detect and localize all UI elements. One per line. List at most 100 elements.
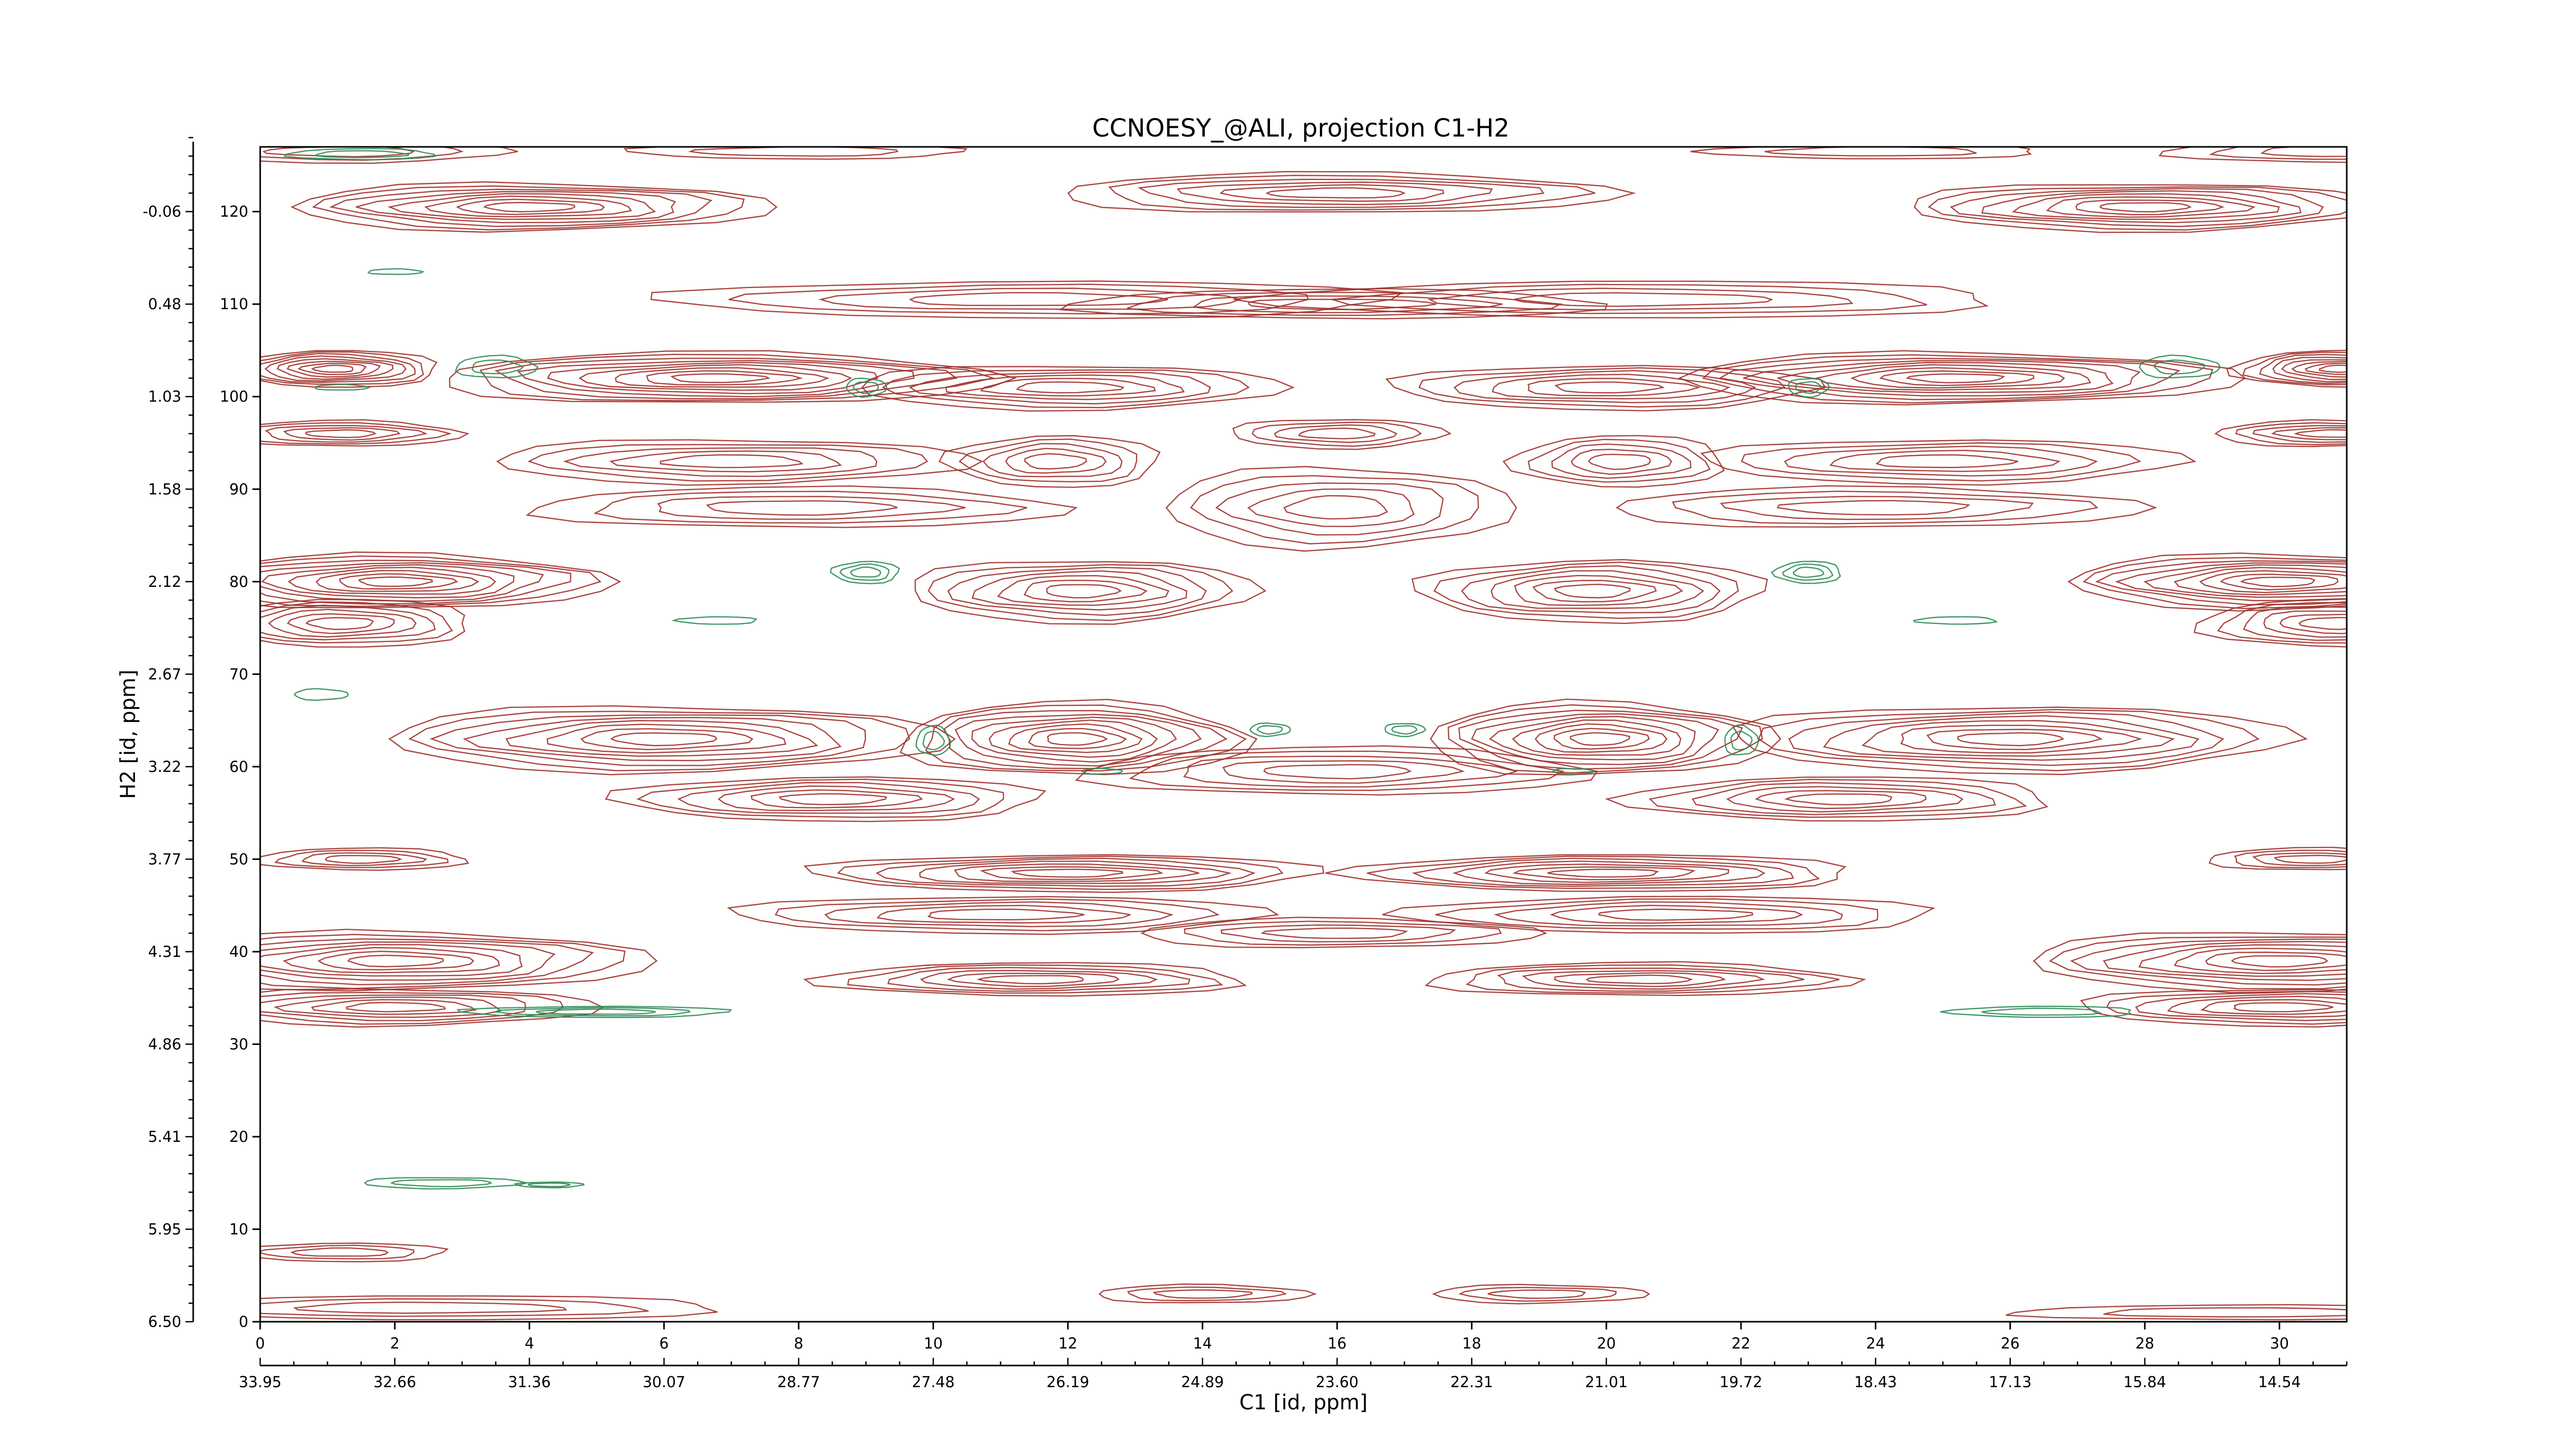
negative-peak	[1249, 722, 1291, 737]
positive-contour-level	[260, 555, 602, 607]
positive-contour-level	[659, 454, 804, 468]
positive-contour-level	[1900, 724, 2143, 754]
positive-contour-level	[971, 570, 1188, 611]
positive-contour-level	[927, 564, 1233, 621]
positive-contour-level	[1127, 1286, 1287, 1302]
positive-peak	[914, 561, 1267, 625]
negative-peak	[915, 724, 951, 756]
positive-contour-level	[1453, 370, 1756, 403]
positive-contour-level	[1755, 790, 1927, 810]
positive-contour-level	[526, 485, 1078, 528]
x-tick-label: 12	[1058, 1335, 1077, 1352]
positive-contour-level	[290, 181, 778, 233]
positive-contour-level	[1950, 188, 2324, 227]
x-tick-label: 24	[1866, 1335, 1885, 1352]
positive-contour-level	[1569, 732, 1631, 746]
positive-contour-level	[988, 719, 1158, 758]
positive-contour-level	[900, 699, 1258, 776]
positive-contour-level	[1098, 1283, 1317, 1304]
positive-contour-level	[908, 372, 1211, 405]
positive-contour-level	[837, 855, 1284, 890]
positive-contour-level	[2233, 1002, 2333, 1013]
positive-contour-level	[2208, 147, 2347, 160]
negative-contour-level	[839, 563, 890, 581]
negative-contour-level	[1256, 725, 1283, 735]
positive-contour-level	[1183, 755, 1517, 788]
positive-contour-level	[483, 201, 575, 213]
negative-peak	[1081, 767, 1124, 775]
positive-contour-level	[954, 714, 1202, 767]
positive-peak	[1502, 435, 1725, 488]
positive-contour-level	[1248, 298, 1437, 310]
positive-contour-level	[260, 419, 470, 447]
positive-contour-level	[882, 369, 1250, 409]
negative-contour-level	[1940, 1005, 2132, 1018]
positive-contour-level	[1458, 710, 1743, 770]
y-tick-label: 90	[229, 480, 248, 498]
negative-contour-level	[852, 381, 879, 394]
positive-contour-level	[1815, 364, 2091, 391]
negative-peak	[364, 1177, 529, 1190]
positive-contour-level	[979, 866, 1164, 880]
y-tick-label: 10	[229, 1220, 248, 1238]
y-ppm-label: 1.58	[148, 480, 181, 498]
positive-contour-level	[282, 947, 500, 973]
positive-contour-level	[261, 564, 515, 599]
positive-contour-level	[260, 1242, 449, 1262]
x-ppm-label: 17.13	[1989, 1373, 2031, 1391]
positive-peak	[1604, 776, 2048, 822]
positive-contour-level	[876, 904, 1131, 924]
positive-contour-level	[1700, 439, 2197, 486]
contour-peaks	[260, 147, 2347, 1321]
y-ppm-label: 5.41	[148, 1128, 181, 1145]
positive-peak	[449, 350, 1018, 403]
negative-contour-level	[495, 1007, 691, 1017]
positive-contour-level	[260, 352, 416, 383]
positive-contour-level	[2046, 196, 2256, 218]
positive-peak	[388, 705, 956, 776]
negative-peak	[1770, 561, 1841, 584]
positive-contour-level	[2174, 948, 2347, 974]
positive-contour-level	[260, 599, 466, 648]
positive-contour-level	[260, 551, 621, 609]
negative-peak	[514, 1181, 585, 1189]
positive-contour-level	[2114, 562, 2347, 601]
positive-contour-level	[424, 195, 632, 218]
positive-peak	[938, 435, 1161, 488]
positive-contour-level	[803, 854, 1325, 893]
positive-contour-level	[1005, 448, 1107, 474]
positive-peak	[2033, 932, 2347, 993]
positive-contour-level	[479, 353, 995, 401]
positive-contour-level	[496, 439, 984, 486]
positive-contour-level	[260, 941, 556, 981]
positive-contour-level	[315, 570, 480, 592]
positive-contour-level	[945, 374, 1185, 400]
positive-contour-level	[1702, 354, 2213, 404]
positive-contour-level	[311, 999, 477, 1015]
positive-contour-level	[1690, 147, 2032, 160]
positive-contour-level	[1823, 715, 2200, 761]
negative-peak	[1788, 378, 1831, 398]
y-ppm-label: 2.67	[148, 665, 181, 683]
positive-contour-level	[260, 929, 658, 992]
negative-contour-level	[1912, 616, 1998, 625]
positive-contour-level	[1433, 561, 1739, 619]
positive-contour-level	[388, 705, 956, 776]
positive-contour-level	[273, 996, 502, 1018]
x-ppm-label: 18.43	[1854, 1373, 1897, 1391]
positive-contour-level	[976, 975, 1084, 985]
positive-contour-level	[2260, 147, 2347, 157]
positive-peak	[1432, 1284, 1650, 1305]
positive-contour-level	[2273, 854, 2347, 864]
positive-contour-level	[909, 292, 1168, 306]
positive-peak	[1067, 171, 1636, 213]
positive-contour-level	[494, 358, 958, 399]
x-axis: 0 2 4 6 8 10 12 14 16 18 20 22 24 26 28 30	[256, 1322, 2289, 1352]
x-tick-label: 4	[524, 1335, 534, 1352]
positive-contour-level	[1024, 453, 1088, 470]
x-ppm-label: 28.77	[777, 1373, 820, 1391]
positive-contour-level	[1465, 964, 1840, 994]
positive-contour-level	[355, 191, 676, 224]
positive-contour-level	[264, 425, 428, 443]
positive-peak	[1075, 745, 1599, 796]
